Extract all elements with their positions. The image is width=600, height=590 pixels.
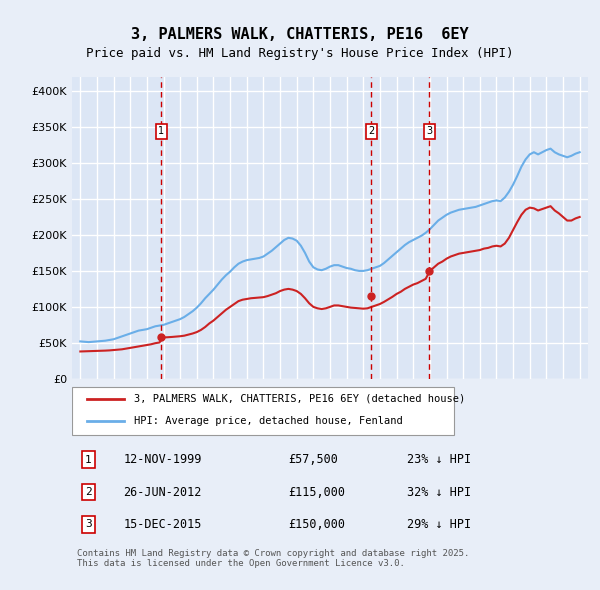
Text: 15-DEC-2015: 15-DEC-2015 bbox=[124, 518, 202, 531]
Text: HPI: Average price, detached house, Fenland: HPI: Average price, detached house, Fenl… bbox=[134, 416, 403, 426]
Text: Price paid vs. HM Land Registry's House Price Index (HPI): Price paid vs. HM Land Registry's House … bbox=[86, 47, 514, 60]
Text: £150,000: £150,000 bbox=[289, 518, 346, 531]
Text: 3: 3 bbox=[85, 519, 92, 529]
Text: 3, PALMERS WALK, CHATTERIS, PE16 6EY (detached house): 3, PALMERS WALK, CHATTERIS, PE16 6EY (de… bbox=[134, 394, 465, 404]
Text: 2: 2 bbox=[85, 487, 92, 497]
Text: 1: 1 bbox=[158, 126, 164, 136]
Text: Contains HM Land Registry data © Crown copyright and database right 2025.
This d: Contains HM Land Registry data © Crown c… bbox=[77, 549, 470, 568]
Text: 3, PALMERS WALK, CHATTERIS, PE16  6EY: 3, PALMERS WALK, CHATTERIS, PE16 6EY bbox=[131, 27, 469, 41]
FancyBboxPatch shape bbox=[72, 387, 454, 435]
Text: 12-NOV-1999: 12-NOV-1999 bbox=[124, 453, 202, 466]
Text: 1: 1 bbox=[85, 455, 92, 465]
Text: 3: 3 bbox=[426, 126, 432, 136]
Text: 29% ↓ HPI: 29% ↓ HPI bbox=[407, 518, 472, 531]
Text: £115,000: £115,000 bbox=[289, 486, 346, 499]
Text: 23% ↓ HPI: 23% ↓ HPI bbox=[407, 453, 472, 466]
Text: £57,500: £57,500 bbox=[289, 453, 338, 466]
Text: 2: 2 bbox=[368, 126, 374, 136]
Text: 32% ↓ HPI: 32% ↓ HPI bbox=[407, 486, 472, 499]
Text: 26-JUN-2012: 26-JUN-2012 bbox=[124, 486, 202, 499]
